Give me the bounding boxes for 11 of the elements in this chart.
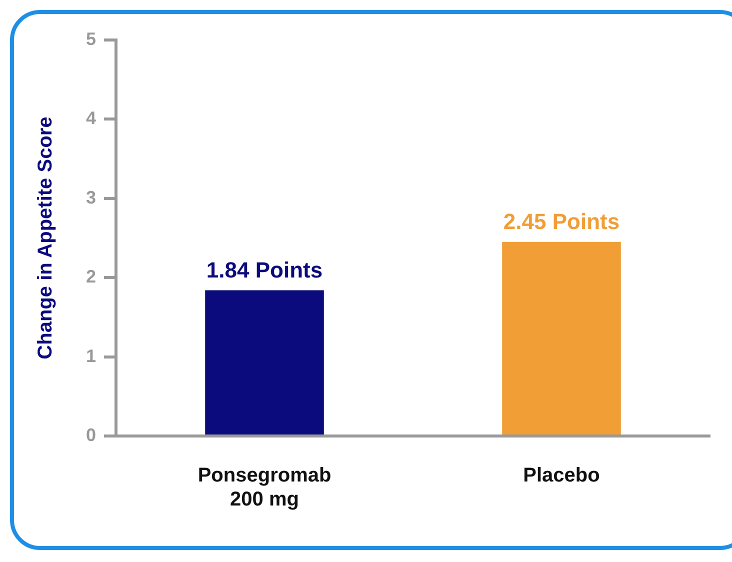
- y-tick-label: 2: [86, 266, 96, 287]
- x-tick-label: Placebo: [523, 464, 600, 487]
- y-tick-label: 0: [86, 424, 96, 445]
- y-tick-label: 3: [86, 187, 96, 208]
- data-label: 2.45 Points: [503, 209, 620, 234]
- data-label: 1.84 Points: [206, 257, 323, 282]
- y-tick-label: 1: [86, 346, 96, 366]
- y-tick-label: 5: [86, 28, 96, 49]
- y-tick-label: 4: [86, 108, 96, 128]
- x-tick-label: Ponsegromab 200 mg: [198, 464, 332, 511]
- y-axis-title: Change in Appetite Score: [34, 116, 57, 360]
